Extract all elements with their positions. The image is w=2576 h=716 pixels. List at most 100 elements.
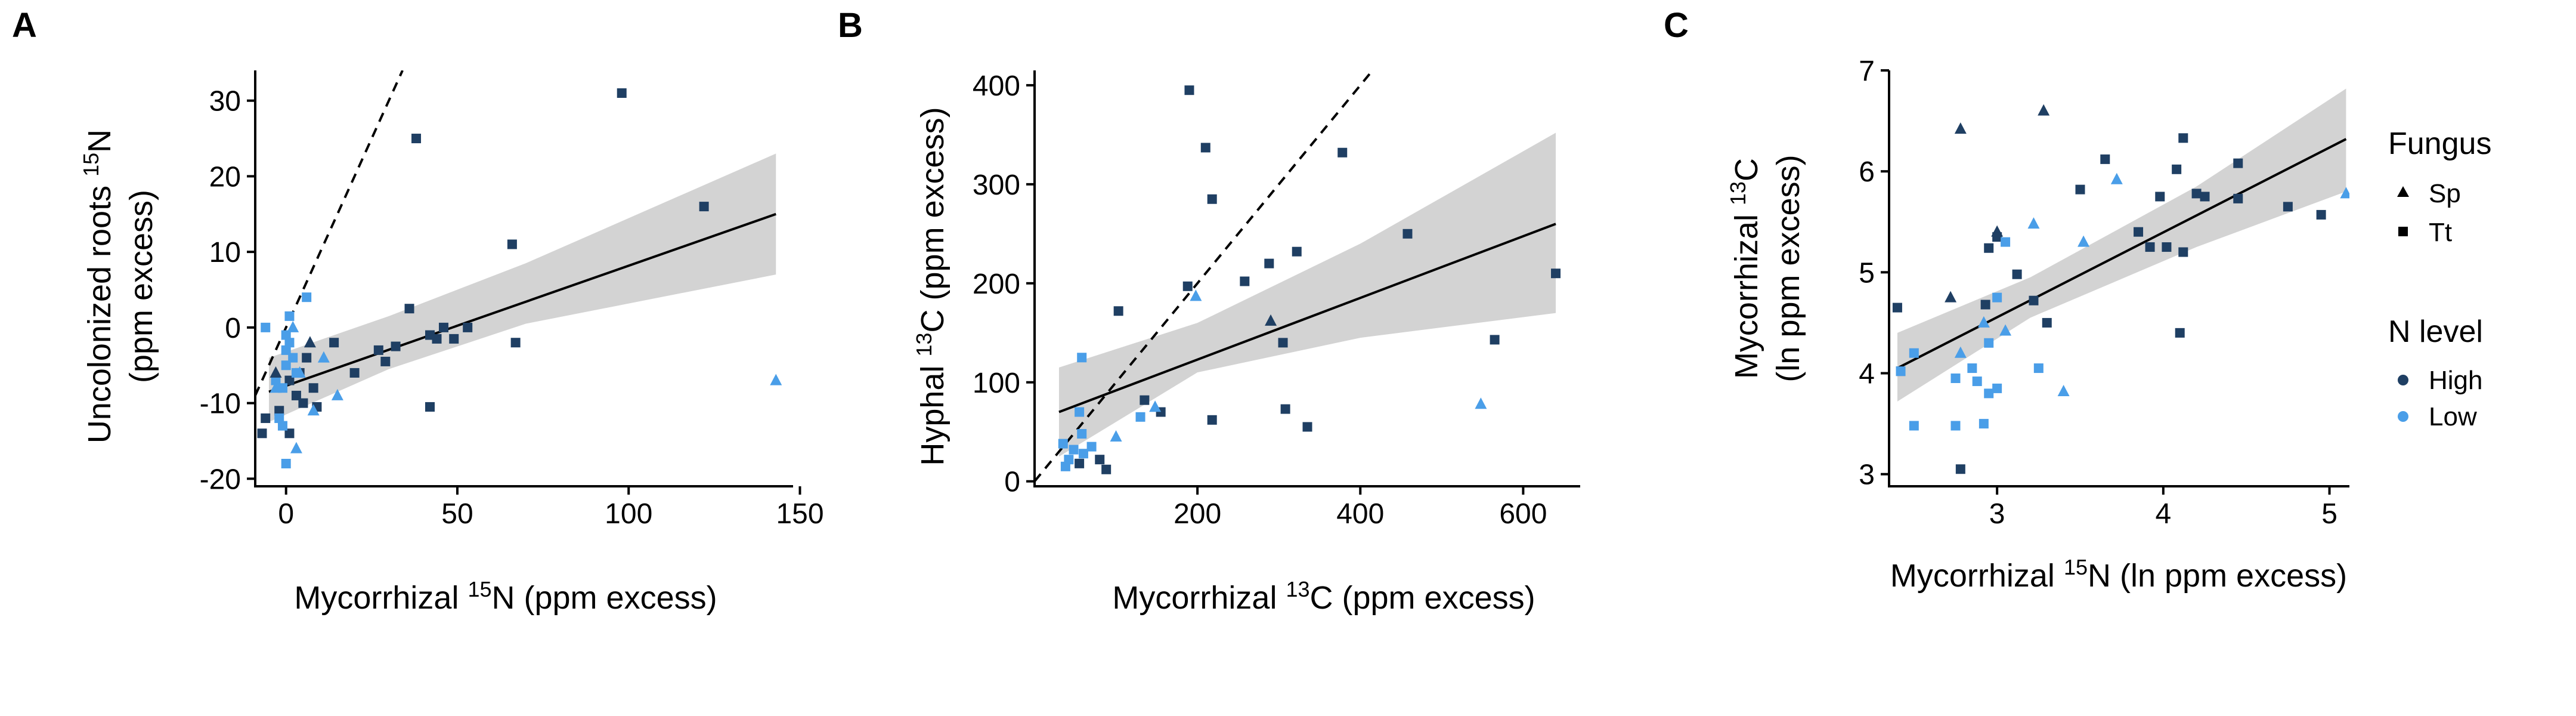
panel-b-x-tick-label: 400 [1336, 498, 1384, 530]
legend-low-circle-icon [2398, 411, 2408, 422]
panel-c: 3 4 5 3 4 5 6 7 Mycorrhizal 15N (ln ppm excess)… [1726, 55, 2349, 594]
panel-b-y-tick-label: 400 [973, 70, 1020, 102]
panel-c-point [1992, 232, 2002, 242]
panel-b-point [1113, 306, 1123, 316]
panel-a-point [438, 322, 448, 332]
panel-b-y-tick-label: 300 [973, 169, 1020, 201]
legend-sp-label: Sp [2429, 179, 2461, 208]
panel-a-point [274, 413, 284, 423]
panel-letter-c: C [1664, 6, 1689, 45]
panel-letter-a: A [12, 6, 37, 45]
panel-a-point [391, 341, 401, 351]
panel-c-point [1984, 388, 1994, 399]
legend-fungus-title: Fungus [2388, 126, 2491, 161]
panel-a-point [373, 345, 383, 355]
panel-b-point [1058, 439, 1068, 449]
panel-b-point [1402, 229, 1413, 239]
panel-a-point [257, 428, 267, 439]
panel-c-point [1950, 421, 1961, 431]
panel-c-point [2075, 184, 2085, 195]
panel-c-point [2042, 317, 2052, 328]
panel-c-point [1945, 291, 1957, 303]
panel-a-point [271, 375, 281, 385]
panel-c-point [1954, 122, 1967, 134]
panel-b-y-tick-label: 0 [1004, 467, 1020, 498]
panel-c-point [1984, 243, 1994, 253]
panel-a-point [284, 311, 295, 321]
panel-c-point [2038, 104, 2050, 116]
panel-a-one-to-one-line [255, 70, 404, 396]
panel-a-point [404, 304, 414, 314]
panel-b-plot: 200 400 600 0 100 200 300 400 [973, 70, 1580, 530]
panel-a-y-tick-label: -20 [200, 464, 241, 495]
panel-c-point [2178, 247, 2188, 257]
panel-c-plot-area [1892, 88, 2349, 474]
panel-c-point [2191, 189, 2202, 199]
panel-a-y-tick-label: 0 [225, 313, 241, 344]
panel-a-point [425, 402, 435, 412]
panel-c-y-tick-label: 4 [1859, 359, 1875, 390]
panel-c-point [1984, 338, 1994, 348]
panel-b-point [1077, 429, 1087, 439]
panel-b-point [1184, 85, 1194, 95]
panel-a-plot-area [255, 70, 782, 468]
panel-c-point [2012, 269, 2022, 279]
panel-c-x-tick-label: 3 [1989, 498, 2005, 530]
panel-c-point [2033, 363, 2044, 374]
panel-c-point [2134, 227, 2144, 237]
panel-b-point [1182, 281, 1193, 291]
panel-a-point [317, 351, 330, 363]
panel-b-point [1075, 407, 1085, 417]
panel-a-point [699, 202, 709, 212]
legend: Fungus Sp Tt N level High Low [2388, 126, 2491, 431]
panel-c-y-tick-label: 6 [1859, 156, 1875, 188]
panel-a-point [432, 334, 442, 344]
panel-letter-b: B [838, 6, 863, 45]
panel-b-point [1101, 464, 1111, 474]
panel-c-point [1999, 324, 2012, 336]
panel-a-regression-line [268, 212, 776, 393]
panel-a-point [261, 322, 271, 332]
panel-c-point [2077, 235, 2090, 247]
panel-c-y-axis-title-line1: Mycorrhizal 13C [1726, 158, 1765, 379]
panel-a-point [261, 413, 271, 423]
panel-c-point [1977, 316, 1990, 328]
panel-b-x-tick-label: 600 [1499, 498, 1547, 530]
panel-b-point [1095, 455, 1105, 465]
panel-a-point [270, 381, 282, 393]
panel-c-point [2057, 384, 2070, 396]
panel-c-y-tick-label: 5 [1859, 257, 1875, 289]
panel-a-point [510, 338, 521, 348]
panel-a-point [349, 368, 360, 378]
panel-a-point [281, 360, 291, 371]
panel-a-y-axis-title-line2: (ppm excess) [123, 190, 159, 383]
panel-c-point [1972, 376, 1982, 387]
legend-tt-label: Tt [2429, 218, 2452, 247]
panel-c-point [1979, 419, 1989, 429]
panel-a-point [308, 383, 318, 393]
panel-c-point [2110, 172, 2123, 184]
panel-a-point [287, 320, 299, 332]
panel-a-point [304, 336, 316, 348]
panel-c-x-axis-title: Mycorrhizal 15N (ln ppm excess) [1890, 555, 2347, 594]
panel-b-point [1207, 194, 1217, 204]
panel-a-point [291, 390, 301, 400]
panel-a-point [270, 366, 282, 378]
panel-b-point [1292, 246, 1302, 257]
panel-a-point [281, 345, 291, 355]
panel-c-x-tick-label: 5 [2321, 498, 2337, 530]
panel-a-point [284, 338, 295, 348]
panel-a-point [329, 338, 339, 348]
panel-c-point [1967, 363, 1977, 374]
panel-c-point [2178, 133, 2188, 143]
panel-c-point [2162, 242, 2172, 252]
legend-high-label: High [2429, 366, 2483, 395]
panel-a-y-tick-label: 20 [209, 161, 241, 193]
panel-c-point [2027, 217, 2040, 229]
panel-b-one-to-one-line [1035, 70, 1374, 482]
panel-a-point [298, 398, 308, 408]
panel-a-point [770, 374, 782, 385]
panel-a-x-tick-label: 150 [776, 498, 823, 530]
panel-c-point [1909, 421, 1919, 431]
